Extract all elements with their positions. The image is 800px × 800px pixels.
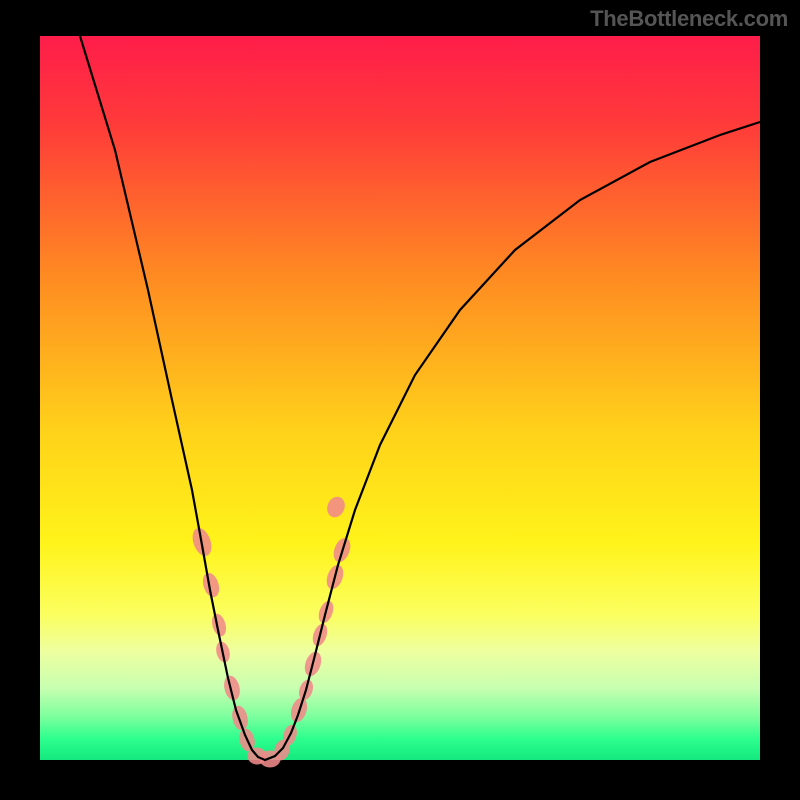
watermark-text: TheBottleneck.com [590, 6, 788, 32]
curve-right [265, 122, 760, 760]
chart-svg [0, 0, 800, 800]
data-marker [325, 495, 347, 520]
chart-container: TheBottleneck.com [0, 0, 800, 800]
marker-group [190, 495, 353, 767]
curve-left [80, 36, 265, 760]
